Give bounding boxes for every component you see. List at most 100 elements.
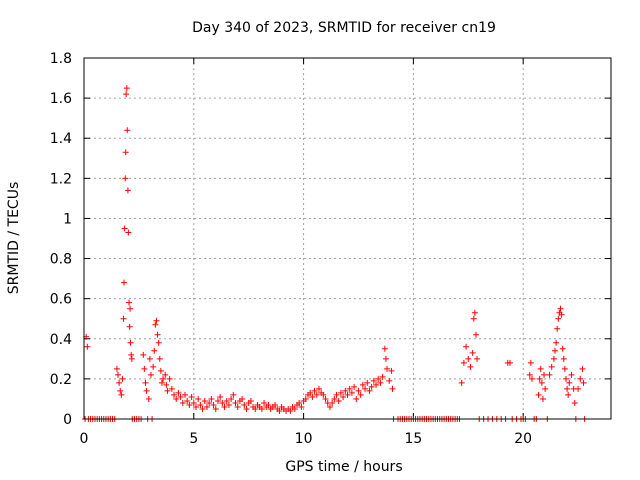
data-point [162, 371, 169, 378]
data-point [311, 387, 318, 394]
x-tick-labels: 0 5 10 15 20 [80, 431, 533, 447]
data-point [550, 355, 557, 362]
data-point [190, 399, 197, 406]
data-point [379, 373, 386, 380]
data-point [147, 371, 154, 378]
data-point [353, 395, 360, 402]
data-point [146, 355, 153, 362]
data-point [557, 305, 564, 312]
data-point [125, 229, 132, 236]
data-point [388, 367, 395, 374]
data-point [463, 343, 470, 350]
data-point [315, 385, 322, 392]
data-point [558, 311, 565, 318]
plot-frame [83, 57, 612, 420]
data-point [252, 405, 259, 412]
data-point [124, 127, 131, 134]
data-point [472, 331, 479, 338]
data-point [554, 325, 561, 332]
data-point [160, 375, 167, 382]
data-point [126, 323, 133, 330]
data-point [195, 395, 202, 402]
data-point [166, 375, 173, 382]
data-point [342, 387, 349, 394]
data-point [116, 379, 123, 386]
x-tick-label: 20 [514, 431, 532, 447]
data-point [150, 363, 157, 370]
data-point [373, 381, 380, 388]
data-point [203, 403, 210, 410]
data-point [228, 395, 235, 402]
data-point [560, 355, 567, 362]
data-point [546, 371, 553, 378]
data-point [542, 385, 549, 392]
data-point [158, 379, 165, 386]
data-point [157, 367, 164, 374]
data-point [225, 401, 232, 408]
data-point [117, 387, 124, 394]
data-point [127, 305, 134, 312]
x-tick-label: 15 [404, 431, 422, 447]
data-point [152, 321, 159, 328]
data-point [184, 397, 191, 404]
data-point [210, 401, 217, 408]
data-point [331, 395, 338, 402]
data-point [175, 389, 182, 396]
data-point [272, 401, 279, 408]
data-point [197, 401, 204, 408]
data-point [537, 365, 544, 372]
data-point [302, 395, 309, 402]
data-point [154, 331, 161, 338]
data-point [120, 279, 127, 286]
data-point [571, 399, 578, 406]
data-point [389, 385, 396, 392]
data-point [382, 355, 389, 362]
data-point [506, 359, 513, 366]
data-point [156, 355, 163, 362]
data-point [381, 345, 388, 352]
chart-title: Day 340 of 2023, SRMTID for receiver cn1… [192, 20, 496, 36]
data-point [115, 371, 122, 378]
data-point [548, 363, 555, 370]
data-point [298, 403, 305, 410]
data-point [375, 375, 382, 382]
data-point [230, 391, 237, 398]
data-point [366, 387, 373, 394]
data-point [470, 315, 477, 322]
data-point [538, 379, 545, 386]
data-point [128, 355, 135, 362]
x-tick-label: 10 [295, 431, 313, 447]
data-point [566, 379, 573, 386]
data-point [123, 85, 130, 92]
data-point [113, 365, 120, 372]
data-point [555, 315, 562, 322]
y-tick-label: 0.8 [50, 252, 72, 268]
data-point [179, 399, 186, 406]
data-point [223, 397, 230, 404]
y-axis-label: SRMTID / TECUs [6, 182, 22, 295]
x-tick-label: 0 [80, 431, 89, 447]
data-point [309, 393, 316, 400]
y-tick-label: 0.6 [50, 292, 72, 308]
data-point [122, 175, 129, 182]
data-point [340, 393, 347, 400]
data-point [335, 397, 342, 404]
data-point [151, 347, 158, 354]
y-tick-label: 1.4 [50, 131, 72, 147]
grid [84, 58, 611, 419]
data-point [206, 399, 213, 406]
data-point [559, 345, 566, 352]
data-point [155, 339, 162, 346]
data-point [539, 395, 546, 402]
y-tick-labels: 0 0.2 0.4 0.6 0.8 1 1.2 1.4 1.6 1.8 [50, 51, 72, 428]
data-point [320, 391, 327, 398]
data-point [565, 391, 572, 398]
data-point [348, 389, 355, 396]
data-point [221, 403, 228, 410]
data-point [124, 187, 131, 194]
data-point [344, 391, 351, 398]
data-point [122, 149, 129, 156]
data-point [234, 403, 241, 410]
data-point [217, 393, 224, 400]
data-point [142, 379, 149, 386]
